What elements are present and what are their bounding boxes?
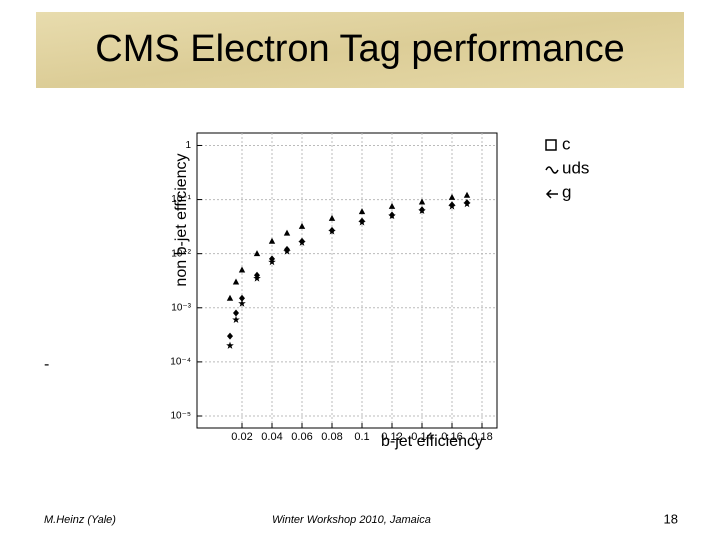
data-point [253,250,261,257]
x-tick-label: 0.02 [231,431,252,443]
data-point [226,294,234,301]
data-point [448,202,456,210]
plot-frame [196,132,498,429]
y-tick-label: 10⁻³ [171,302,191,313]
x-tick-label: 0.06 [291,431,312,443]
footer-event: Winter Workshop 2010, Jamaica [272,514,431,526]
data-point [232,278,240,285]
data-point [358,218,366,226]
data-point [238,266,246,273]
data-point [388,202,396,209]
x-tick-label: 0.14 [411,431,432,443]
data-point [298,222,306,229]
data-point [463,199,471,208]
data-point [418,206,426,215]
data-point [253,274,261,282]
x-tick-label: 0.08 [321,431,342,443]
legend-label: g [562,182,571,201]
x-tick-label: 0.1 [354,431,369,443]
y-tick-label: 10⁻⁵ [170,411,191,422]
x-tick-label: 0.16 [441,431,462,443]
data-point [448,193,456,200]
x-tick-label: 0.12 [381,431,402,443]
data-point [232,315,240,324]
slide-title: CMS Electron Tag performance [95,28,624,70]
legend-symbol [545,139,557,151]
legend-symbol [545,189,558,199]
data-point [268,258,276,266]
x-tick-label: 0.04 [261,431,282,443]
data-point [283,229,291,236]
legend-label: uds [562,158,589,177]
y-tick-label: 1 [185,140,191,151]
data-point [238,299,246,307]
data-point [298,238,306,246]
data-point [328,214,336,221]
y-tick-label: 10⁻² [171,248,191,259]
data-point [388,211,396,220]
x-axis-label: b-jet efficiency [381,433,483,450]
y-axis-label: non b-jet efficiency [173,153,190,286]
data-point [268,237,276,244]
stray-text: - [44,356,49,373]
y-tick-label: 10⁻¹ [171,194,191,205]
data-point [233,309,239,317]
data-point [227,332,233,340]
data-point [283,247,291,255]
data-point [463,191,471,198]
data-point [418,198,426,205]
data-point [239,294,245,302]
data-point [358,208,366,215]
legend-label: c [562,134,571,153]
legend-symbol [545,166,559,174]
footer-page: 18 [664,511,678,526]
footer-author: M.Heinz (Yale) [44,514,116,526]
y-tick-label: 10⁻⁴ [170,357,191,368]
data-point [328,227,336,235]
title-box [36,12,684,88]
legend: c uds g [545,134,589,201]
data-point [226,341,234,349]
x-tick-label: 0.18 [471,431,492,443]
